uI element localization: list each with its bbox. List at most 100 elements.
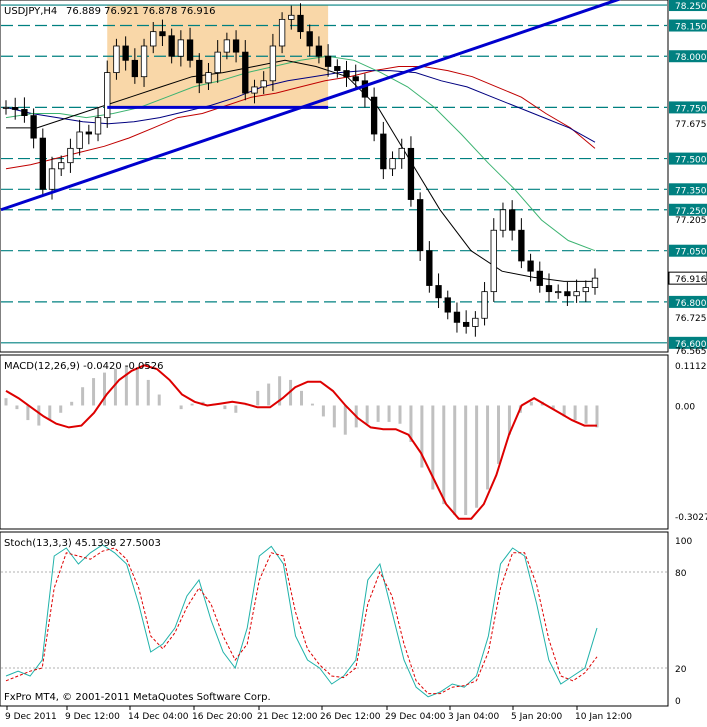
ascending-trend-line xyxy=(0,0,621,212)
price-axis-label: 77.050 xyxy=(675,248,707,258)
candle-body xyxy=(416,199,424,252)
candle-body xyxy=(582,287,589,293)
candle-body xyxy=(555,291,562,294)
candle-body xyxy=(297,14,304,33)
candle-body xyxy=(150,31,157,47)
time-axis-label: 9 Dec 2011 xyxy=(5,712,57,722)
level-price-box xyxy=(669,19,707,32)
price-axis-label: 78.250 xyxy=(675,2,707,12)
candle-body xyxy=(205,72,212,84)
candle-body xyxy=(324,55,332,67)
candle-body xyxy=(177,39,185,57)
level-price-box xyxy=(669,101,707,114)
time-axis-label: 14 Dec 04:00 xyxy=(128,712,189,722)
candle-body xyxy=(334,66,341,71)
stoch-axis-label: 0 xyxy=(675,697,681,707)
price-layer xyxy=(0,0,667,344)
price-axis-label: 77.350 xyxy=(675,186,707,196)
candle-body xyxy=(2,107,10,109)
candle-body xyxy=(85,131,92,135)
candle-body xyxy=(591,277,599,288)
candle-body xyxy=(131,59,139,78)
price-axis-label: 76.600 xyxy=(675,340,707,350)
candle-body xyxy=(140,45,148,78)
candle-body xyxy=(30,115,37,139)
level-price-box xyxy=(669,203,707,216)
candle-body xyxy=(232,39,240,53)
candle-body xyxy=(527,260,534,272)
candle-body xyxy=(573,291,580,297)
time-axis-label: 3 Jan 04:00 xyxy=(448,712,500,722)
level-price-box xyxy=(669,0,707,12)
candle-body xyxy=(223,39,231,53)
level-price-box xyxy=(669,183,707,196)
level-price-box xyxy=(669,336,707,349)
current-price-box xyxy=(668,271,707,285)
stoch-main-line xyxy=(5,544,598,698)
level-price-box xyxy=(669,244,707,257)
time-axis-label: 26 Dec 12:00 xyxy=(320,712,381,722)
candle-body xyxy=(58,162,65,170)
time-axis-label: 9 Dec 12:00 xyxy=(65,712,120,722)
candle-body xyxy=(380,133,387,170)
stoch-panel[interactable] xyxy=(0,531,669,707)
candle-body xyxy=(398,147,405,159)
macd-axis-label: 0.00 xyxy=(675,402,695,412)
level-price-box xyxy=(669,152,707,165)
candle-body xyxy=(278,18,286,47)
time-axis-label: 10 Jan 12:00 xyxy=(575,712,632,722)
candle-body xyxy=(67,147,74,164)
candle-body xyxy=(564,291,571,297)
candle-body xyxy=(186,39,194,61)
stoch-panel-title: Stoch(13,3,3) 45.1398 27.5003 xyxy=(4,538,161,549)
candle-body xyxy=(113,45,120,74)
candle-body xyxy=(260,80,267,88)
candle-body xyxy=(472,317,479,327)
candle-body xyxy=(288,14,295,20)
candle-body xyxy=(269,45,277,82)
candle-body xyxy=(453,311,461,323)
macd-panel-title: MACD(12,26,9) -0.0420 -0.0526 xyxy=(4,361,164,372)
stoch-signal-line xyxy=(5,547,598,695)
level-price-box xyxy=(669,50,707,63)
axis-layer: 78.250 78.150 78.000 77.750 77.675 77.500 77.3… xyxy=(5,0,707,722)
candle-body xyxy=(389,158,396,170)
macd-signal-line xyxy=(5,364,597,520)
candle-body xyxy=(315,45,323,57)
moving-average-red xyxy=(5,66,596,170)
ohlc-header: 76.889 76.921 76.878 76.916 xyxy=(66,6,216,17)
candle-body xyxy=(407,147,415,200)
stoch-layer xyxy=(1,544,667,698)
candle-body xyxy=(242,51,249,94)
time-axis-label: 21 Dec 12:00 xyxy=(257,712,318,722)
level-price-box xyxy=(669,295,707,308)
candle-body xyxy=(48,168,56,190)
candle-body xyxy=(214,51,221,74)
stoch-axis-label: 80 xyxy=(675,569,687,579)
candle-body xyxy=(536,270,543,286)
candle-body xyxy=(499,209,507,231)
macd-panel[interactable] xyxy=(0,354,669,530)
macd-axis-label: 0.1112 xyxy=(675,362,707,372)
macd-axis-label: -0.3027 xyxy=(675,513,707,523)
price-panel-title: USDJPY,H4 xyxy=(4,6,57,17)
time-axis-label: 16 Dec 20:00 xyxy=(192,712,253,722)
price-axis-label: 77.500 xyxy=(675,156,707,166)
candle-body xyxy=(196,59,203,84)
candle-body xyxy=(462,321,470,327)
candle-body xyxy=(509,209,516,231)
time-axis-label: 29 Dec 04:00 xyxy=(385,712,446,722)
candle-body xyxy=(159,31,166,37)
candle-body xyxy=(39,137,46,190)
moving-average-navy xyxy=(5,70,596,143)
time-axis-label: 5 Jan 20:00 xyxy=(511,712,563,722)
candle-body xyxy=(370,96,378,135)
stoch-axis-label: 20 xyxy=(675,665,687,675)
candle-body xyxy=(490,229,497,293)
price-axis-label: 78.000 xyxy=(675,53,707,63)
price-axis-label: 76.916 xyxy=(675,275,707,285)
candle-body xyxy=(352,76,359,82)
price-axis-label: 76.725 xyxy=(675,314,707,324)
